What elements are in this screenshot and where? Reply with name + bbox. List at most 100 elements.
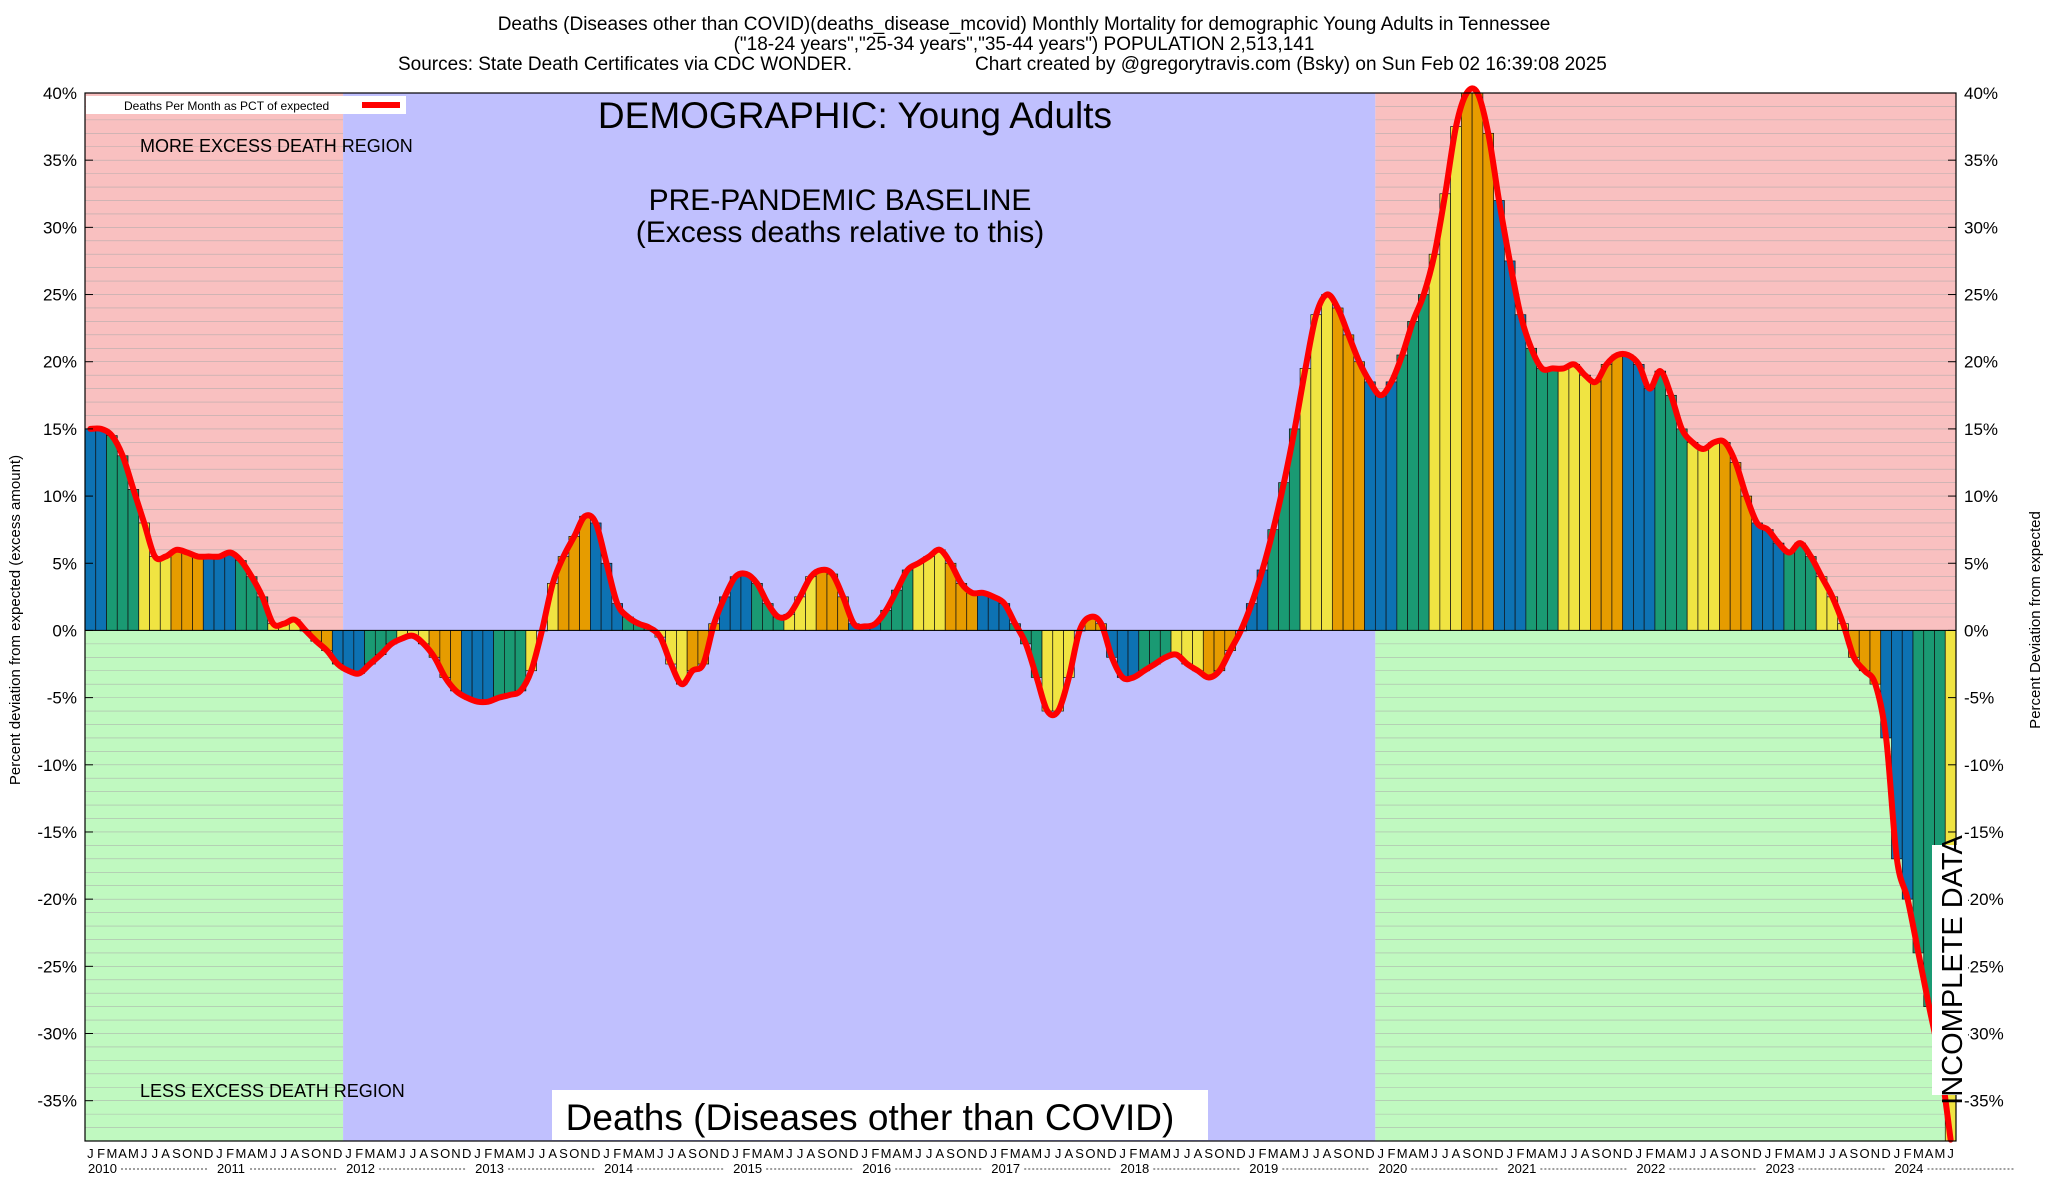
y-tick-label-left: 10% [43, 487, 77, 506]
bar [579, 515, 591, 631]
bar [1600, 364, 1613, 631]
month-tick-label: J [1894, 1146, 1901, 1161]
month-tick-label: A [1323, 1146, 1332, 1161]
chart-credit: Chart created by @gregorytravis.com (Bsk… [975, 54, 1607, 75]
bar [1331, 307, 1344, 631]
bar [504, 630, 516, 696]
y-tick-label-right: 5% [1964, 554, 1989, 573]
month-tick-label: A [1667, 1146, 1676, 1161]
bar [1493, 200, 1505, 631]
month-tick-label: A [1925, 1146, 1934, 1161]
demographic-label: DEMOGRAPHIC: Young Adults [598, 95, 1112, 136]
bar [95, 428, 107, 631]
month-tick-label: J [990, 1146, 997, 1161]
baseline-region [343, 93, 1376, 1141]
month-tick-label: A [1280, 1146, 1289, 1161]
month-tick-label: S [946, 1146, 955, 1161]
bar [966, 592, 978, 631]
year-tick-label: 2012 [346, 1161, 375, 1176]
month-tick-label: S [1075, 1146, 1084, 1161]
month-tick-label: D [1107, 1146, 1116, 1161]
month-tick-label: N [1742, 1146, 1751, 1161]
month-tick-label: M [128, 1146, 139, 1161]
y-tick-label-right: -20% [1964, 890, 2004, 909]
y-tick-label-right: 10% [1964, 487, 1998, 506]
month-tick-label: D [849, 1146, 858, 1161]
bar [1547, 368, 1559, 631]
baseline-label-line2: (Excess deaths relative to this) [636, 216, 1045, 249]
bar [116, 455, 129, 631]
bottom-series-label: Deaths (Diseases other than COVID) [566, 1097, 1175, 1138]
bar [1901, 630, 1914, 900]
bar [1353, 361, 1365, 631]
y-tick-label-left: -5% [47, 689, 77, 708]
bar [1633, 364, 1645, 631]
month-tick-label: J [87, 1146, 94, 1161]
month-tick-label: F [1387, 1146, 1395, 1161]
month-tick-label: D [978, 1146, 987, 1161]
month-tick-label: J [1571, 1146, 1578, 1161]
bar [1536, 368, 1548, 631]
month-tick-label: J [474, 1146, 481, 1161]
month-tick-label: J [410, 1146, 417, 1161]
month-tick-label: A [1452, 1146, 1461, 1161]
bar [1697, 448, 1710, 631]
month-tick-label: S [301, 1146, 310, 1161]
month-tick-label: J [1829, 1146, 1836, 1161]
bar [1192, 630, 1204, 672]
month-tick-label: N [1225, 1146, 1234, 1161]
bar [1772, 542, 1785, 631]
month-tick-label: J [1248, 1146, 1255, 1161]
bar [934, 549, 946, 631]
bar [1461, 92, 1473, 631]
less-excess-region-label: LESS EXCESS DEATH REGION [140, 1081, 405, 1101]
y-tick-label-left: 5% [52, 554, 77, 573]
bar [1471, 92, 1484, 631]
y-tick-label-left: 15% [43, 420, 77, 439]
bar [1482, 132, 1494, 631]
bar [1729, 462, 1742, 631]
year-tick-label: 2021 [1507, 1161, 1536, 1176]
year-tick-label: 2020 [1378, 1161, 1407, 1176]
bar [568, 536, 580, 631]
month-tick-label: J [1173, 1146, 1180, 1161]
plot-frame [84, 92, 1957, 1142]
month-tick-label: A [118, 1146, 127, 1161]
month-tick-label: S [817, 1146, 826, 1161]
year-tick-label: 2017 [991, 1161, 1020, 1176]
month-tick-label: A [806, 1146, 815, 1161]
month-tick-label: M [106, 1146, 117, 1161]
y-tick-label-right: 0% [1964, 621, 1989, 640]
month-tick-label: F [1646, 1146, 1654, 1161]
month-tick-label: A [1710, 1146, 1719, 1161]
month-tick-label: N [580, 1146, 589, 1161]
month-tick-label: F [1000, 1146, 1008, 1161]
month-tick-label: A [1022, 1146, 1031, 1161]
bar [1622, 354, 1634, 631]
month-tick-label: N [967, 1146, 976, 1161]
month-tick-label: J [603, 1146, 610, 1161]
y-tick-label-left: 20% [43, 353, 77, 372]
bar [1568, 364, 1580, 631]
month-tick-label: J [345, 1146, 352, 1161]
bar [1170, 630, 1183, 655]
month-tick-label: M [623, 1146, 634, 1161]
month-tick-label: A [763, 1146, 772, 1161]
month-tick-label: N [838, 1146, 847, 1161]
bar [461, 630, 473, 698]
bar [342, 630, 355, 672]
month-tick-label: D [720, 1146, 729, 1161]
bar [1396, 354, 1408, 631]
month-tick-label: J [926, 1146, 933, 1161]
month-tick-label: M [1934, 1146, 1945, 1161]
month-tick-label: O [1085, 1146, 1095, 1161]
month-tick-label: M [881, 1146, 892, 1161]
bar [923, 556, 935, 631]
month-tick-label: M [1031, 1146, 1042, 1161]
month-tick-label: M [235, 1146, 246, 1161]
month-tick-label: J [270, 1146, 277, 1161]
bar [1385, 381, 1398, 631]
month-tick-label: J [1055, 1146, 1062, 1161]
y-tick-label-left: -35% [37, 1092, 77, 1111]
y-tick-label-right: 15% [1964, 420, 1998, 439]
